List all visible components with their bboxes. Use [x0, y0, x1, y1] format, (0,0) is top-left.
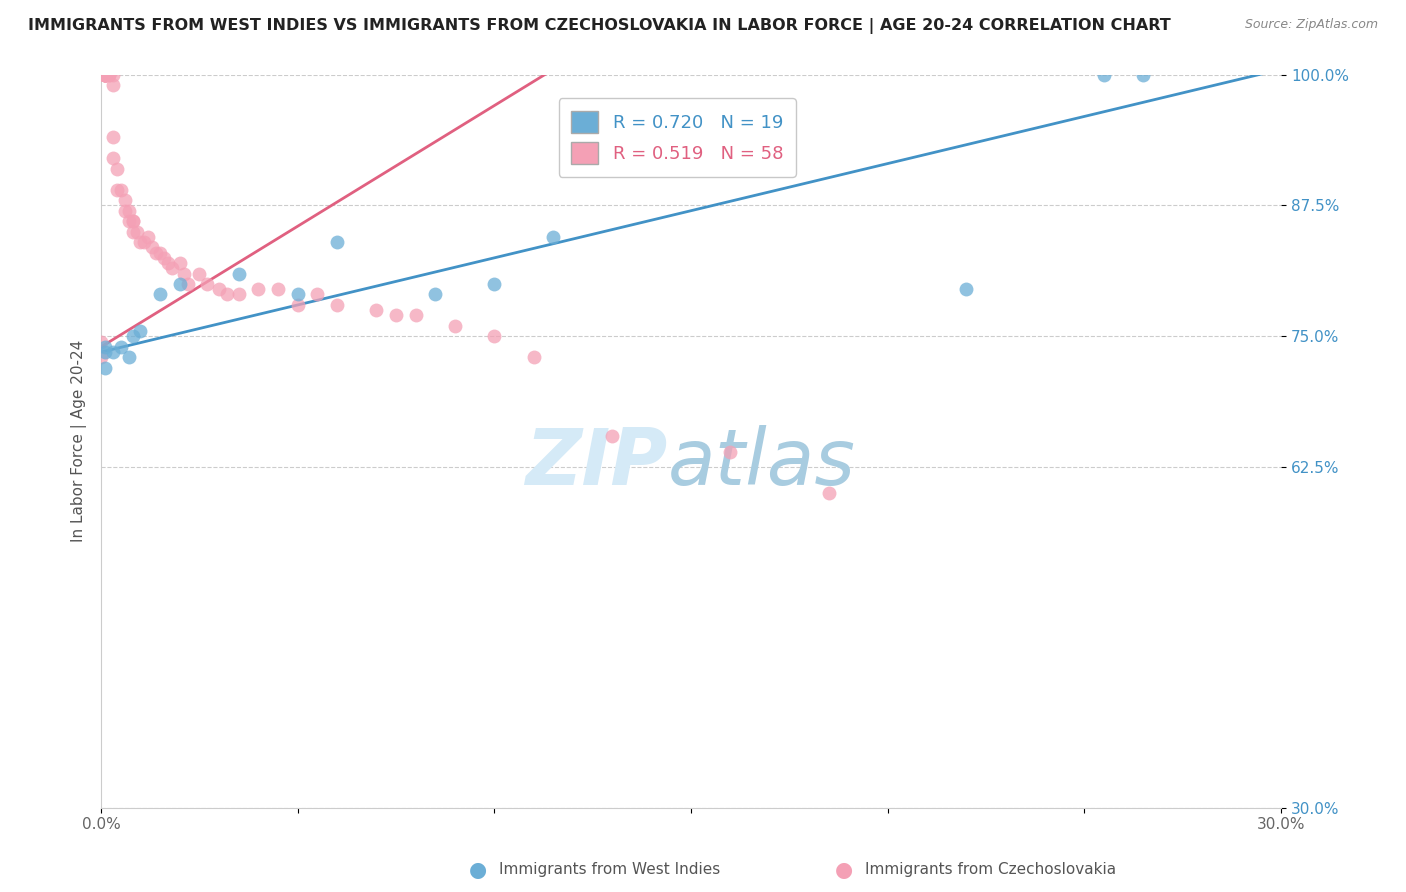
Point [602, 429, 624, 443]
Point [141, 240, 163, 254]
Point [287, 287, 309, 301]
Point [134, 235, 156, 249]
Point [121, 214, 143, 228]
Point [98, 68, 121, 82]
Point [326, 298, 349, 312]
Point [118, 351, 141, 365]
Point [425, 287, 447, 301]
Point [94, 68, 117, 82]
Text: atlas: atlas [668, 425, 855, 501]
Point [94, 68, 117, 82]
Point [149, 245, 172, 260]
Point [817, 486, 839, 500]
Point [176, 277, 198, 291]
Point [247, 282, 270, 296]
Point [1092, 68, 1115, 82]
Point [94, 340, 117, 354]
Legend: R = 0.720   N = 19, R = 0.519   N = 58: R = 0.720 N = 19, R = 0.519 N = 58 [558, 98, 796, 177]
Point [114, 203, 136, 218]
Point [129, 235, 152, 249]
Point [385, 309, 408, 323]
Point [129, 324, 152, 338]
Point [169, 277, 191, 291]
Point [267, 282, 290, 296]
Text: ZIP: ZIP [526, 425, 668, 501]
Point [105, 183, 128, 197]
Point [101, 78, 124, 92]
Point [110, 183, 132, 197]
Point [105, 161, 128, 176]
Point [94, 68, 117, 82]
Point [110, 340, 132, 354]
Point [94, 68, 117, 82]
Point [366, 303, 388, 318]
Point [118, 203, 141, 218]
Point [523, 351, 546, 365]
Point [90, 334, 112, 349]
Point [195, 277, 218, 291]
Point [114, 193, 136, 207]
Point [543, 230, 565, 244]
Point [405, 309, 427, 323]
Point [160, 261, 183, 276]
Point [444, 318, 467, 333]
Point [287, 298, 309, 312]
Text: Immigrants from Czechoslovakia: Immigrants from Czechoslovakia [865, 863, 1116, 877]
Point [307, 287, 329, 301]
Point [484, 277, 506, 291]
Point [101, 68, 124, 82]
Point [215, 287, 238, 301]
Point [228, 287, 250, 301]
Point [125, 225, 148, 239]
Point [118, 214, 141, 228]
Point [101, 130, 124, 145]
Point [145, 245, 167, 260]
Point [720, 444, 742, 458]
Text: IMMIGRANTS FROM WEST INDIES VS IMMIGRANTS FROM CZECHOSLOVAKIA IN LABOR FORCE | A: IMMIGRANTS FROM WEST INDIES VS IMMIGRANT… [28, 18, 1171, 34]
Point [149, 287, 172, 301]
Point [188, 267, 211, 281]
Point [101, 151, 124, 165]
Point [121, 329, 143, 343]
Point [208, 282, 231, 296]
Y-axis label: In Labor Force | Age 20-24: In Labor Force | Age 20-24 [72, 340, 87, 542]
Point [156, 256, 179, 270]
Point [228, 267, 250, 281]
Point [90, 351, 112, 365]
Point [955, 282, 977, 296]
Point [173, 267, 195, 281]
Point [94, 345, 117, 359]
Point [94, 360, 117, 375]
Point [101, 345, 124, 359]
Point [484, 329, 506, 343]
Point [94, 68, 117, 82]
Text: Source: ZipAtlas.com: Source: ZipAtlas.com [1244, 18, 1378, 31]
Text: ●: ● [470, 860, 486, 880]
Point [94, 68, 117, 82]
Point [136, 230, 159, 244]
Point [98, 68, 121, 82]
Point [94, 68, 117, 82]
Point [121, 214, 143, 228]
Point [94, 68, 117, 82]
Point [169, 256, 191, 270]
Text: ●: ● [835, 860, 852, 880]
Point [326, 235, 349, 249]
Point [153, 251, 176, 265]
Point [121, 225, 143, 239]
Point [1132, 68, 1154, 82]
Text: Immigrants from West Indies: Immigrants from West Indies [499, 863, 720, 877]
